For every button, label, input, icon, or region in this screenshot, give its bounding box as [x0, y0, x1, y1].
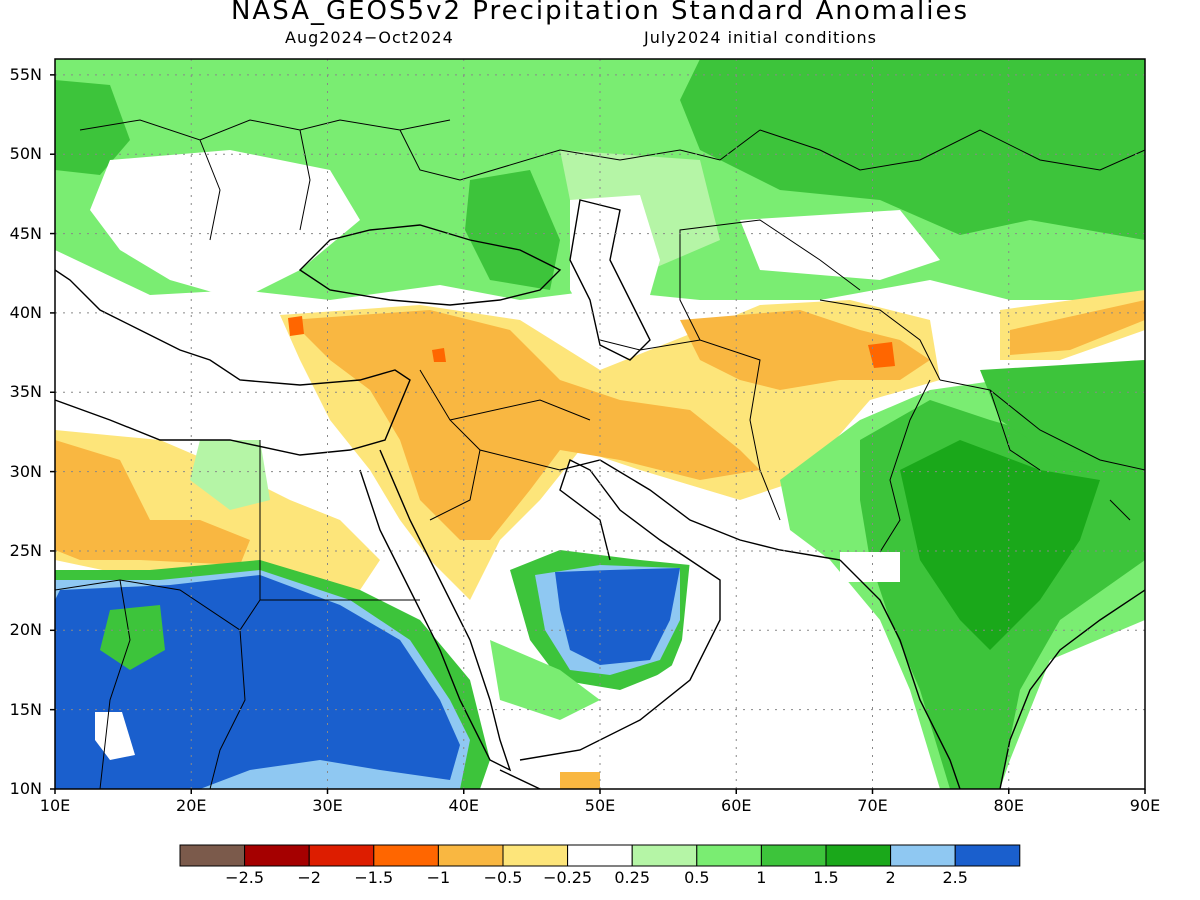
lon-label: 50E	[584, 796, 616, 815]
lat-label: 30N	[9, 461, 42, 481]
lat-label: 25N	[9, 540, 42, 560]
colorbar-label: −0.5	[483, 868, 523, 887]
coastline-red-sea	[359, 449, 512, 772]
lat-label: 35N	[9, 382, 42, 402]
colorbar-label: 0.5	[684, 868, 710, 887]
colorbar-swatch	[567, 844, 633, 867]
coastline-arabia	[519, 459, 721, 761]
anomaly-region-china-green	[980, 360, 1145, 470]
colorbar-label: −1.5	[354, 868, 394, 887]
colorbar-label: −1	[426, 868, 451, 887]
map-title: NASA_GEOS5v2 Precipitation Standard Anom…	[230, 0, 970, 26]
borders-europe	[79, 119, 1145, 241]
gridlines	[55, 59, 1145, 789]
anomaly-region-caucasus-green	[465, 170, 560, 290]
lon-label: 40E	[448, 796, 479, 815]
colorbar-swatch	[308, 844, 375, 867]
colorbar-swatch	[244, 844, 310, 867]
colorbar-swatch	[373, 844, 439, 867]
colorbar-label: −2	[297, 868, 321, 887]
colorbar	[179, 844, 1021, 867]
coastline-black-sea	[298, 224, 562, 306]
anomaly-neutral-caspian	[570, 195, 660, 340]
anomaly-neutral-kazakh	[740, 210, 940, 280]
lat-label: 20N	[9, 620, 42, 640]
lat-label: 45N	[9, 223, 42, 243]
lat-label: 15N	[9, 699, 42, 719]
colorbar-label: 1.5	[813, 868, 839, 887]
anomaly-region-yemen-green	[490, 640, 600, 720]
anomaly-region-india-darkgreen	[900, 440, 1100, 650]
colorbar-swatch	[825, 844, 892, 867]
colorbar-label: 0.25	[614, 868, 650, 887]
lat-label: 55N	[9, 64, 42, 84]
lon-label: 30E	[312, 796, 343, 815]
axis-ticks	[50, 74, 1146, 794]
anomaly-region-horn-orange	[560, 772, 600, 789]
lat-label: 50N	[9, 144, 42, 164]
lat-label: 10N	[9, 779, 42, 798]
lon-label: 20E	[176, 796, 207, 815]
anomaly-region-afghan-orange	[680, 310, 930, 390]
anomaly-hotspot-turkey	[288, 316, 304, 336]
country-borders	[55, 119, 1145, 789]
colorbar-label: 2	[885, 868, 896, 887]
lon-label: 80E	[993, 796, 1024, 815]
lon-label: 60E	[721, 796, 752, 815]
anomaly-region-china-orange	[1010, 300, 1145, 355]
colorbar-label: −0.25	[543, 868, 593, 887]
anomaly-hotspot-turkey-east	[432, 348, 446, 362]
borders-africa	[55, 440, 420, 789]
colorbar-swatch	[179, 844, 246, 867]
coastline-horn	[499, 769, 541, 789]
anomaly-region-arabia-blue	[555, 568, 680, 665]
anomaly-region-central-asia-green	[680, 59, 1145, 240]
colorbar-swatch	[631, 844, 698, 867]
colorbar-swatch	[502, 844, 569, 867]
coastline-mediterranean	[55, 269, 411, 456]
anomaly-neutral-balkans	[90, 150, 360, 300]
lon-label: 70E	[857, 796, 888, 815]
colorbar-label: 1	[756, 868, 767, 887]
colorbar-swatch	[437, 844, 504, 867]
anomaly-region-sahel-green-patch	[100, 605, 165, 670]
colorbar-swatch	[954, 844, 1021, 867]
anomaly-region-middle-east-orange	[290, 310, 760, 540]
colorbar-label: 2.5	[942, 868, 968, 887]
borders-middle-east	[419, 219, 941, 553]
anomaly-neutral-arabian-sea	[520, 540, 920, 789]
colorbar-swatch	[890, 844, 956, 867]
colorbar-swatch	[696, 844, 762, 867]
forecast-period: Aug2024−Oct2024	[285, 28, 454, 47]
anomaly-region-india-white	[840, 552, 900, 582]
lon-label: 10E	[39, 796, 71, 815]
lon-label: 90E	[1129, 796, 1161, 815]
colorbar-swatch	[760, 844, 827, 867]
initial-conditions: July2024 initial conditions	[644, 28, 877, 47]
anomaly-hotspot-pamir	[868, 342, 895, 368]
colorbar-label: −2.5	[225, 868, 265, 887]
borders-south-asia	[939, 379, 1145, 521]
anomaly-region-egypt-light	[190, 440, 270, 510]
lat-label: 40N	[9, 302, 42, 322]
